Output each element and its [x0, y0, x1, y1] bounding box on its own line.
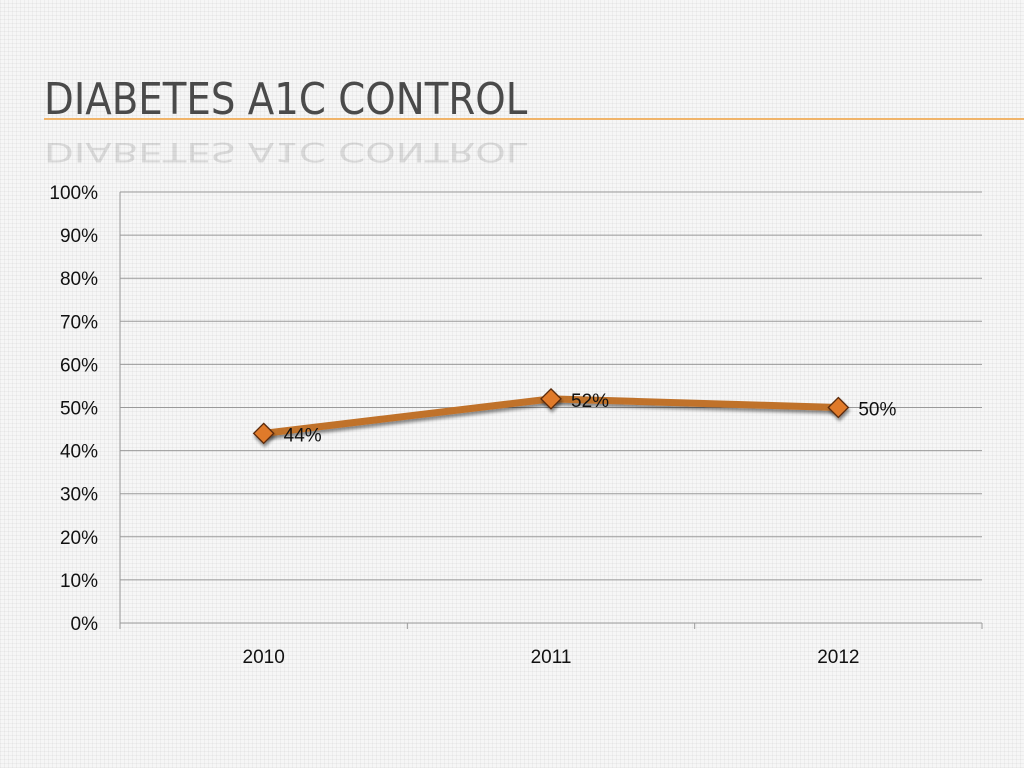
y-tick-label: 40% — [60, 442, 98, 463]
data-label-2010: 44% — [284, 425, 322, 446]
data-label-2012: 50% — [858, 400, 896, 421]
slide-title: DIABETES A1C CONTROL — [44, 74, 528, 125]
series-layer — [252, 387, 850, 445]
data-point-2010 — [252, 422, 275, 445]
title-area: DIABETES A1C CONTROL DIABETES A1C CONTRO… — [44, 72, 744, 182]
x-tick-label-2012: 2012 — [817, 647, 859, 668]
y-tick-label: 0% — [71, 614, 99, 635]
data-labels: 44% 52% 50% — [284, 391, 897, 446]
y-tick-label: 100% — [49, 183, 98, 204]
y-tick-label: 30% — [60, 485, 98, 506]
y-tick-label: 90% — [60, 226, 98, 247]
title-rule — [44, 118, 1024, 120]
x-tick-label-2011: 2011 — [531, 647, 572, 668]
y-tick-label: 70% — [60, 312, 98, 333]
x-tick-labels: 2010 2011 2012 — [243, 647, 860, 668]
y-tick-label: 60% — [60, 355, 98, 376]
data-label-2011: 52% — [571, 391, 609, 412]
x-tick-label-2010: 2010 — [243, 647, 285, 668]
y-tick-label: 20% — [60, 528, 98, 549]
y-tick-label: 50% — [60, 399, 98, 420]
axes — [119, 192, 983, 629]
data-point-2011 — [540, 387, 562, 410]
grid-lines — [120, 191, 982, 624]
y-tick-label: 80% — [60, 269, 98, 290]
y-tick-label: 10% — [60, 571, 98, 592]
y-tick-labels: 0% 10% 20% 30% 40% 50% 60% 70% 80% 90% 100% — [49, 183, 98, 635]
data-point-2012 — [827, 396, 850, 419]
